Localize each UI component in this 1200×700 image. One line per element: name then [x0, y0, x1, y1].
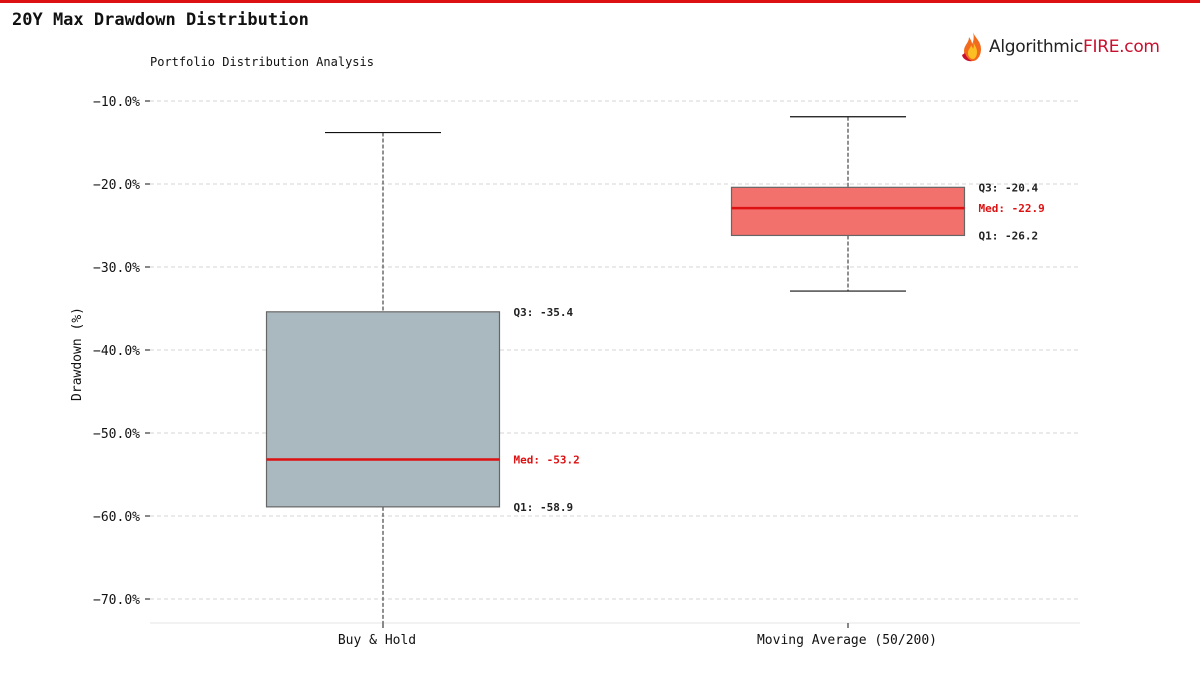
top-accent-bar: [0, 0, 1200, 3]
y-tick-label: −20.0%: [93, 178, 140, 193]
y-axis: −10.0% −20.0% −30.0% −40.0% −50.0% −60.0% −70.…: [93, 95, 937, 648]
chart-subtitle: Portfolio Distribution Analysis: [150, 55, 374, 69]
boxes-layer: Q3: -35.4 Med: -53.2 Q1: -58.9 Q3: -20.4 Med…: [265, 116, 1045, 624]
y-tick-label: −40.0%: [93, 344, 140, 359]
y-axis-title: Drawdown (%): [70, 307, 85, 401]
flame-icon: [962, 32, 981, 62]
brand-logo: AlgorithmicFIRE.com: [960, 30, 1160, 64]
box-moving-average: Q3: -20.4 Med: -22.9 Q1: -26.2: [730, 116, 1045, 292]
median-annotation: Med: -53.2: [514, 454, 580, 467]
y-tick-label: −70.0%: [93, 593, 140, 608]
brand-name: AlgorithmicFIRE.com: [989, 37, 1160, 57]
q1-annotation: Q1: -26.2: [979, 229, 1039, 242]
iqr-box: [730, 186, 966, 237]
y-tick-label: −10.0%: [93, 95, 140, 110]
median-annotation: Med: -22.9: [979, 202, 1045, 215]
q3-annotation: Q3: -35.4: [514, 306, 574, 319]
y-tick-label: −60.0%: [93, 510, 140, 525]
x-category-label: Buy & Hold: [338, 633, 416, 648]
page-title: 20Y Max Drawdown Distribution: [12, 10, 309, 30]
brand-name-part2: FIRE.com: [1083, 37, 1160, 57]
q3-annotation: Q3: -20.4: [979, 181, 1039, 194]
brand-name-part1: Algorithmic: [989, 37, 1084, 57]
box-buy-and-hold: Q3: -35.4 Med: -53.2 Q1: -58.9: [265, 131, 580, 624]
q1-annotation: Q1: -58.9: [514, 501, 574, 514]
x-category-label: Moving Average (50/200): [757, 633, 937, 648]
iqr-box: [265, 311, 501, 508]
y-tick-label: −50.0%: [93, 427, 140, 442]
y-tick-label: −30.0%: [93, 261, 140, 276]
